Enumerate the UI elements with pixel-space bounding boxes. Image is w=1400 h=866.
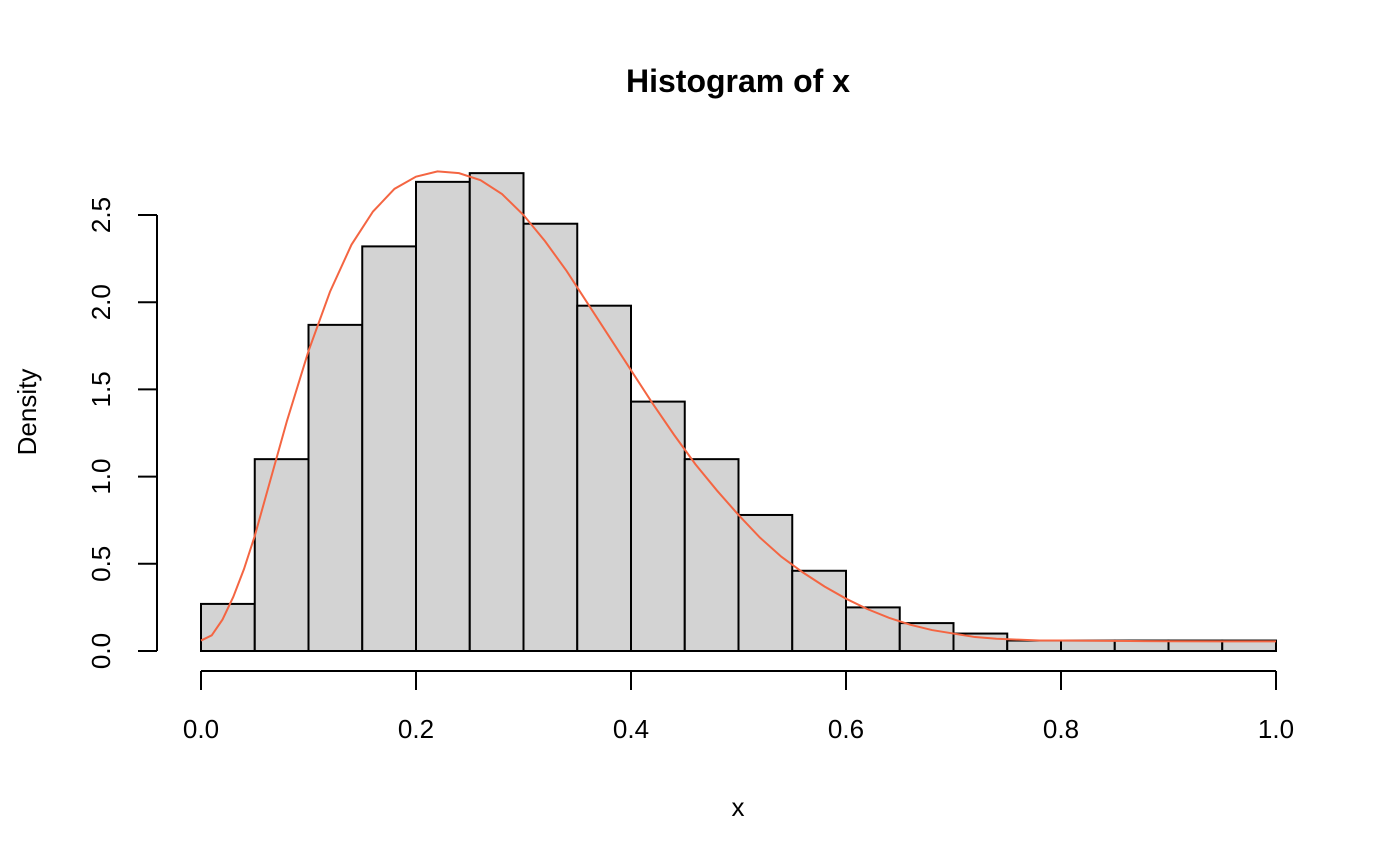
y-tick-label: 1.5 — [86, 371, 116, 407]
y-axis: 0.0 0.5 1.0 1.5 2.0 2.5 — [86, 197, 158, 669]
histogram-bar — [1006, 639, 1062, 652]
histogram-bar — [307, 323, 364, 652]
histogram-bar — [361, 245, 417, 652]
x-tick-label: 0.0 — [183, 714, 219, 744]
y-axis-label: Density — [12, 369, 42, 456]
chart-title: Histogram of x — [626, 63, 850, 99]
histogram-bar — [1060, 639, 1116, 652]
histogram-bar — [415, 180, 471, 653]
x-axis-label: x — [732, 792, 745, 822]
x-tick-label: 0.4 — [613, 714, 649, 744]
histogram-bar — [200, 602, 256, 652]
histogram-bar — [952, 632, 1009, 652]
y-tick-label: 2.5 — [86, 197, 116, 233]
x-tick-label: 1.0 — [1258, 714, 1294, 744]
y-tick-label: 0.0 — [86, 633, 116, 669]
y-tick-label: 0.5 — [86, 546, 116, 582]
histogram-bar — [253, 458, 310, 652]
histogram-bars — [200, 172, 1277, 653]
histogram-bar — [576, 304, 632, 652]
histogram-bar — [630, 400, 686, 652]
histogram-bar — [737, 513, 794, 652]
x-axis: 0.0 0.2 0.4 0.6 0.8 1.0 — [183, 670, 1294, 744]
histogram-bar — [898, 622, 955, 652]
histogram-bar — [522, 222, 579, 652]
density-curve — [200, 170, 1276, 643]
x-tick-label: 0.6 — [828, 714, 864, 744]
y-tick-label: 1.0 — [86, 459, 116, 495]
histogram-bar — [683, 458, 740, 652]
histogram-bar — [468, 172, 525, 652]
x-tick-label: 0.8 — [1043, 714, 1079, 744]
y-tick-label: 2.0 — [86, 284, 116, 320]
x-tick-label: 0.2 — [398, 714, 434, 744]
histogram-bar — [845, 606, 901, 653]
